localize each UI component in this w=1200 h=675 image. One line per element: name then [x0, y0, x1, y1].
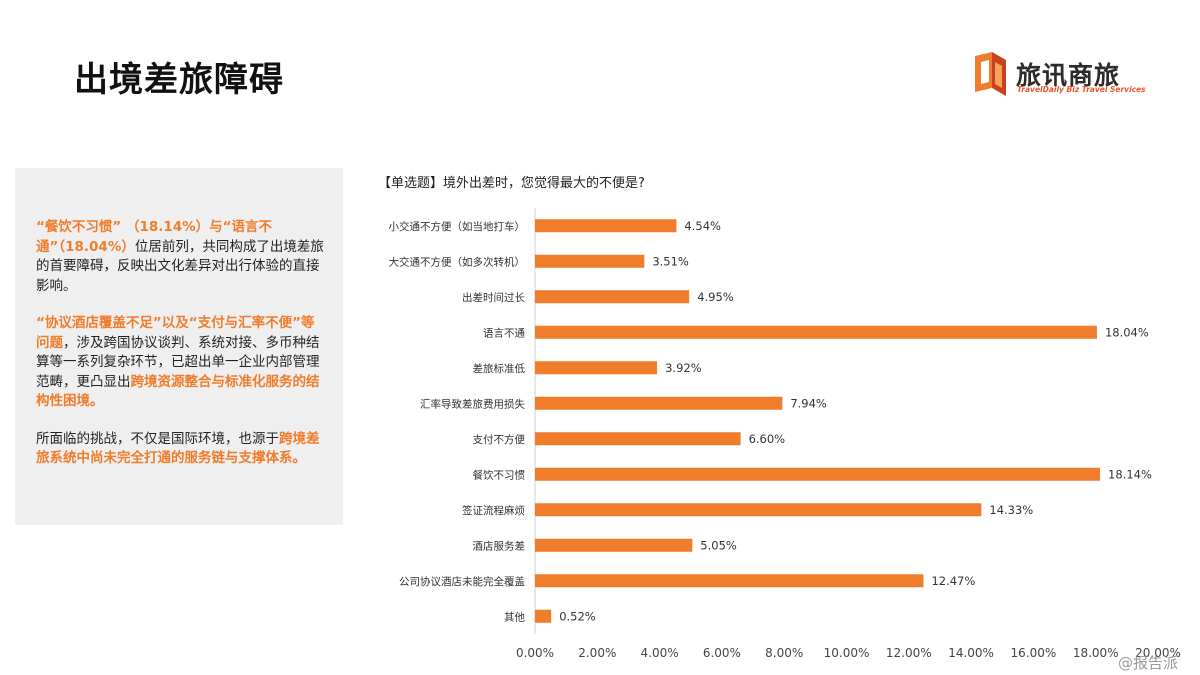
category-label: 支付不方便: [473, 433, 526, 446]
data-label: 7.94%: [790, 396, 827, 410]
logo-subtitle: TravelDaily Biz Travel Services: [1017, 85, 1146, 94]
x-tick-label: 6.00%: [703, 646, 741, 660]
chart-title: 【单选题】境外出差时，您觉得最大的不便是?: [378, 176, 645, 191]
logo-name: 旅讯商旅: [1016, 61, 1121, 90]
data-label: 6.60%: [749, 432, 786, 446]
category-label: 公司协议酒店未能完全覆盖: [399, 575, 525, 588]
insight-text: “餐饮不习惯” （18.14%）与“语言不通”（18.04%）位居前列，共同构成…: [36, 218, 326, 487]
category-label: 差旅标准低: [473, 362, 526, 375]
bar: [535, 325, 1097, 339]
category-label: 签证流程麻烦: [462, 504, 525, 517]
data-label: 12.47%: [931, 574, 975, 588]
bar: [535, 432, 741, 446]
x-tick-label: 16.00%: [1011, 646, 1057, 660]
category-label: 汇率导致差旅费用损失: [420, 397, 525, 410]
x-tick-label: 2.00%: [578, 646, 616, 660]
x-tick-label: 20.00%: [1135, 646, 1181, 660]
bar: [535, 361, 658, 375]
insight-paragraph-1: “餐饮不习惯” （18.14%）与“语言不通”（18.04%）位居前列，共同构成…: [36, 218, 326, 296]
bar: [535, 290, 690, 304]
x-tick-label: 8.00%: [765, 646, 803, 660]
x-tick-label: 12.00%: [886, 646, 932, 660]
insight-body: 所面临的挑战，不仅是国际环境，也源于: [36, 430, 279, 447]
bar: [535, 467, 1101, 481]
data-label: 4.54%: [684, 219, 721, 233]
data-label: 0.52%: [559, 609, 596, 623]
insight-paragraph-3: 所面临的挑战，不仅是国际环境，也源于跨境差旅系统中尚未完全打通的服务链与支撑体系…: [36, 430, 326, 469]
insight-body: ，涉及跨国协议谈判、系统对接、多币种结算等一系列复杂环节，已超出单一企业内部管理…: [36, 334, 320, 390]
data-label: 18.14%: [1108, 467, 1152, 481]
bar: [535, 396, 783, 410]
data-label: 5.05%: [700, 538, 737, 552]
bar: [535, 574, 924, 588]
x-tick-label: 18.00%: [1073, 646, 1119, 660]
logo-mark-icon: [975, 52, 1006, 96]
insight-body: 位居前列，共同构成了出境差旅的首要障碍，反映出文化差异对出行体验的直接影响。: [36, 238, 324, 294]
bar: [535, 219, 677, 233]
bar: [535, 538, 693, 552]
x-tick-label: 0.00%: [516, 646, 554, 660]
x-tick-label: 10.00%: [824, 646, 870, 660]
insight-highlight: “协议酒店覆盖不足”以及“支付与汇率不便”等问题: [36, 315, 315, 351]
page-title: 出境差旅障碍: [74, 60, 284, 100]
category-label: 酒店服务差: [473, 539, 526, 552]
data-label: 4.95%: [697, 290, 734, 304]
data-label: 18.04%: [1105, 325, 1149, 339]
insight-panel: [15, 168, 343, 525]
brand-logo: 旅讯商旅 TravelDaily Biz Travel Services: [972, 50, 1162, 100]
insight-highlight: “餐饮不习惯” （18.14%）与“语言不通”（18.04%）: [36, 219, 273, 255]
x-tick-label: 4.00%: [641, 646, 679, 660]
bar: [535, 609, 552, 623]
bar: [535, 254, 645, 268]
category-label: 小交通不方便（如当地打车）: [389, 220, 526, 233]
data-label: 3.51%: [652, 254, 689, 268]
data-label: 3.92%: [665, 361, 702, 375]
category-label: 大交通不方便（如多次转机）: [389, 255, 526, 268]
category-label: 餐饮不习惯: [473, 468, 526, 481]
insight-highlight: 跨境差旅系统中尚未完全打通的服务链与支撑体系。: [36, 430, 320, 467]
category-label: 出差时间过长: [462, 291, 525, 304]
category-label: 语言不通: [483, 326, 525, 339]
insight-paragraph-2: “协议酒店覆盖不足”以及“支付与汇率不便”等问题，涉及跨国协议谈判、系统对接、多…: [36, 314, 326, 412]
bar: [535, 503, 982, 517]
category-label: 其他: [504, 610, 525, 623]
watermark: @报告派: [1118, 654, 1179, 672]
insight-highlight: 跨境资源整合与标准化服务的结构性困境。: [36, 373, 320, 410]
x-tick-label: 14.00%: [948, 646, 994, 660]
data-label: 14.33%: [989, 503, 1033, 517]
